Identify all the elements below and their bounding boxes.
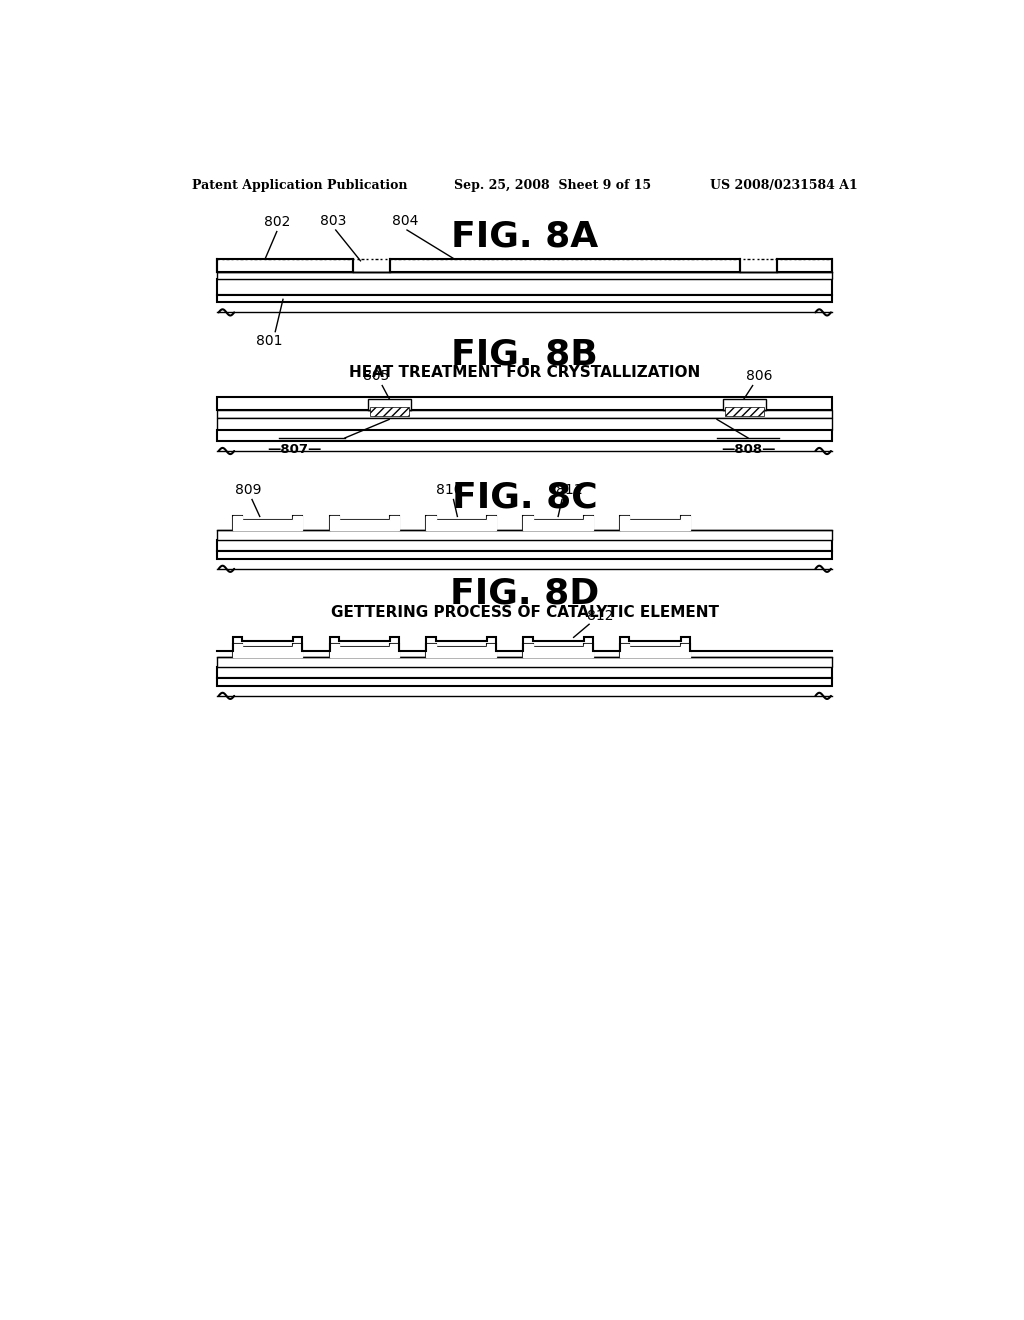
- Bar: [370, 407, 410, 416]
- Polygon shape: [426, 644, 496, 657]
- Bar: [369, 399, 411, 411]
- Text: FIG. 8B: FIG. 8B: [452, 338, 598, 372]
- Bar: [217, 259, 352, 272]
- Text: FIG. 8C: FIG. 8C: [452, 480, 598, 515]
- Text: 801: 801: [256, 334, 283, 348]
- Text: US 2008/0231584 A1: US 2008/0231584 A1: [711, 178, 858, 191]
- Text: 810: 810: [436, 483, 463, 498]
- Bar: [725, 407, 764, 416]
- Polygon shape: [330, 644, 399, 657]
- Bar: [217, 280, 833, 294]
- Polygon shape: [621, 644, 690, 657]
- Bar: [217, 294, 833, 302]
- Polygon shape: [523, 644, 593, 657]
- Bar: [217, 540, 833, 552]
- Text: FIG. 8A: FIG. 8A: [452, 220, 598, 253]
- Bar: [217, 411, 833, 418]
- Bar: [217, 678, 833, 686]
- Bar: [217, 272, 833, 280]
- Polygon shape: [621, 516, 690, 531]
- Text: 809: 809: [234, 483, 261, 498]
- Text: 811: 811: [556, 483, 583, 498]
- Bar: [723, 399, 766, 411]
- Polygon shape: [232, 516, 302, 531]
- Text: GETTERING PROCESS OF CATALYTIC ELEMENT: GETTERING PROCESS OF CATALYTIC ELEMENT: [331, 605, 719, 620]
- Bar: [777, 259, 833, 272]
- Text: 803: 803: [321, 214, 346, 227]
- Bar: [217, 657, 833, 667]
- Text: 812: 812: [588, 609, 614, 623]
- Polygon shape: [232, 644, 302, 657]
- Bar: [217, 531, 833, 540]
- Polygon shape: [426, 516, 496, 531]
- Text: FIG. 8D: FIG. 8D: [451, 577, 599, 610]
- Bar: [390, 259, 740, 272]
- Text: 802: 802: [263, 215, 290, 230]
- Bar: [217, 667, 833, 678]
- Text: 804: 804: [392, 214, 419, 227]
- Text: —808—: —808—: [721, 442, 775, 455]
- Bar: [217, 418, 833, 430]
- Bar: [217, 552, 833, 558]
- Text: 805: 805: [362, 370, 389, 383]
- Text: Sep. 25, 2008  Sheet 9 of 15: Sep. 25, 2008 Sheet 9 of 15: [454, 178, 650, 191]
- Text: HEAT TREATMENT FOR CRYSTALLIZATION: HEAT TREATMENT FOR CRYSTALLIZATION: [349, 364, 700, 380]
- Text: 806: 806: [746, 370, 773, 383]
- Bar: [217, 430, 833, 441]
- Polygon shape: [523, 516, 593, 531]
- Text: —807—: —807—: [267, 442, 322, 455]
- Text: Patent Application Publication: Patent Application Publication: [191, 178, 408, 191]
- Polygon shape: [330, 516, 399, 531]
- Bar: [217, 397, 833, 411]
